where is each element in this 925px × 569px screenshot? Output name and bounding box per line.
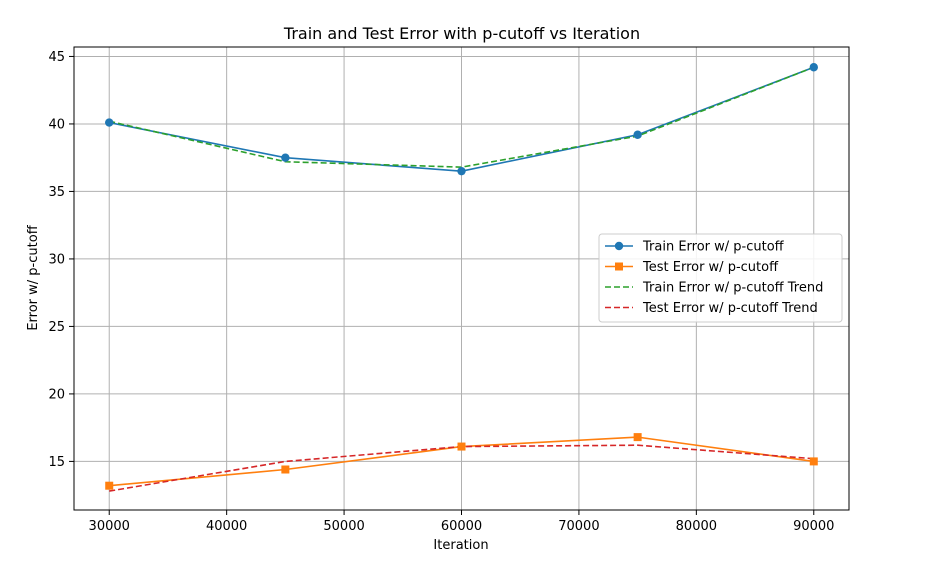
y-axis-label: Error w/ p-cutoff [26,224,41,330]
x-tick-label: 80000 [676,519,717,534]
legend-label: Test Error w/ p-cutoff [642,260,779,275]
legend-marker [614,241,624,251]
y-tick-label: 30 [48,252,65,267]
legend-marker [615,262,623,271]
axis-ticks: 30000 40000 50000 60000 70000 80000 90000 15 20 2… [48,50,834,534]
x-tick-label: 30000 [89,519,130,534]
data-point-series-1 [809,63,818,72]
legend-box [598,233,843,323]
data-point-series-2 [457,442,466,451]
data-point-series-1 [633,130,642,139]
x-axis-label: Iteration [433,538,488,553]
x-tick-label: 40000 [206,519,247,534]
x-tick-label: 50000 [323,519,364,534]
y-tick-label: 20 [48,387,65,402]
legend-label: Test Error w/ p-cutoff Trend [642,301,818,316]
data-point-series-2 [809,457,818,466]
legend-label: Train Error w/ p-cutoff Trend [642,281,823,296]
legend-label: Train Error w/ p-cutoff [642,240,785,255]
data-point-series-2 [281,465,290,474]
data-point-series-2 [105,481,114,490]
y-tick-label: 45 [48,50,65,65]
y-tick-label: 35 [48,185,65,200]
x-tick-label: 60000 [441,519,482,534]
data-point-series-1 [105,118,114,127]
chart-title: Train and Test Error with p-cutoff vs It… [283,24,640,43]
data-point-series-1 [457,166,466,176]
data-point-series-1 [281,153,290,162]
x-tick-label: 70000 [558,519,599,534]
legend: Train Error w/ p-cutoff Test Error w/ p-c… [598,233,843,323]
y-tick-label: 25 [48,320,65,335]
series-markers [105,63,818,490]
y-tick-label: 40 [48,117,65,132]
y-tick-label: 15 [48,455,65,470]
data-point-series-2 [633,433,642,442]
x-tick-label: 90000 [793,519,834,534]
